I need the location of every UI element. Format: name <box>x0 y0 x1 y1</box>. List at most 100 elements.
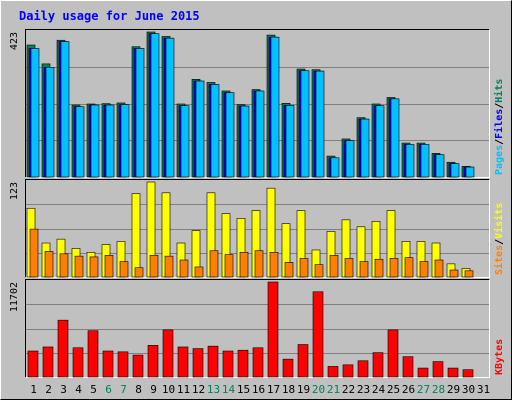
x-tick-label: 21 <box>327 383 340 396</box>
kbytes-bar <box>72 347 84 378</box>
pages-bar <box>150 33 160 178</box>
pages-bar <box>420 144 430 178</box>
kbytes-bar <box>327 366 339 378</box>
sites-bar <box>179 259 189 278</box>
kbytes-bar <box>342 364 354 378</box>
pages-bar <box>345 140 355 178</box>
kbytes-panel-border-light <box>25 279 490 378</box>
pages-bar <box>255 90 265 178</box>
x-tick-label: 25 <box>387 383 400 396</box>
pages-bar <box>315 70 325 178</box>
sites-bar <box>44 251 54 278</box>
sites-bar <box>359 261 369 278</box>
pages-bar <box>240 105 250 178</box>
sites-bar <box>419 261 429 278</box>
kbytes-bar <box>267 281 279 378</box>
sites-bar <box>104 255 114 278</box>
x-tick-label: 10 <box>162 383 175 396</box>
sites-bar <box>89 256 99 278</box>
pages-bar <box>465 166 475 178</box>
pages-bar <box>225 92 235 178</box>
x-tick-label: 6 <box>105 383 112 396</box>
visits-sites-legend: Sites/Visits <box>493 203 505 275</box>
pages-bar <box>390 98 400 178</box>
pages-bar <box>435 154 445 178</box>
legend-sep: / <box>494 239 505 245</box>
x-tick-label: 24 <box>372 383 386 396</box>
pages-bar <box>450 163 460 178</box>
x-tick-label: 11 <box>177 383 190 396</box>
kbytes-bar <box>222 350 234 378</box>
sites-bar <box>449 269 459 278</box>
legend-files: Files <box>493 109 505 139</box>
pages-bar <box>210 84 220 178</box>
sites-bar <box>209 250 219 278</box>
x-tick-label: 9 <box>150 383 157 396</box>
pages-bar <box>360 118 370 178</box>
kbytes-bar <box>372 352 384 378</box>
x-tick-label: 28 <box>432 383 445 396</box>
x-tick-label: 3 <box>60 383 67 396</box>
kbytes-bar <box>297 344 309 378</box>
kbytes-bar <box>357 360 369 378</box>
kbytes-bar <box>282 358 294 378</box>
kbytes-bar <box>237 349 249 378</box>
x-tick-label: 2 <box>45 383 52 396</box>
x-tick-label: 23 <box>357 383 370 396</box>
legend-sites: Sites <box>493 245 505 275</box>
x-tick-label: 1 <box>30 383 37 396</box>
x-tick-label: 15 <box>237 383 250 396</box>
sites-bar <box>344 258 354 278</box>
pages-bar <box>75 106 85 178</box>
pages-bar <box>165 37 175 178</box>
legend-visits: Visits <box>493 203 505 239</box>
sites-bar <box>299 258 309 278</box>
x-tick-label: 13 <box>207 383 220 396</box>
sites-bar <box>329 255 339 278</box>
sites-bar <box>59 253 69 278</box>
kbytes-bar <box>162 329 174 378</box>
kbytes-bar <box>42 346 54 378</box>
x-tick-label: 8 <box>135 383 142 396</box>
x-tick-label: 4 <box>75 383 82 396</box>
x-tick-label: 18 <box>282 383 295 396</box>
kbytes-bar <box>417 367 429 378</box>
kbytes-bar <box>132 354 144 378</box>
kbytes-bar <box>192 348 204 378</box>
sites-bar <box>389 258 399 278</box>
hits-files-pages-panel-border-light <box>25 29 490 178</box>
x-tick-label: 31 <box>477 383 490 396</box>
x-tick-label: 30 <box>462 383 475 396</box>
pages-bar <box>330 157 340 178</box>
x-tick-label: 27 <box>417 383 430 396</box>
kbytes-bar <box>387 329 399 378</box>
legend-hits: Hits <box>493 79 505 103</box>
kbytes-bar <box>27 350 39 378</box>
sites-bar <box>269 251 279 278</box>
kbytes-bar <box>102 350 114 378</box>
sites-bar <box>74 255 84 278</box>
kbytes-bar <box>432 361 444 378</box>
pages-bar <box>45 67 55 178</box>
x-tick-label: 19 <box>297 383 310 396</box>
visits-sites-panel-border-dark <box>25 179 490 278</box>
kbytes-bar <box>462 369 474 378</box>
x-tick-label: 5 <box>90 383 97 396</box>
hits-files-pages-panel-border-dark <box>25 29 490 178</box>
sites-bar <box>194 266 204 278</box>
sites-bar <box>164 255 174 278</box>
x-tick-label: 16 <box>252 383 265 396</box>
visits-sites-ymax-label: 123 <box>9 182 20 200</box>
visits-bar <box>131 193 141 278</box>
legend-sep: / <box>494 103 505 109</box>
x-tick-label: 7 <box>120 383 127 396</box>
pages-bar <box>105 104 115 178</box>
sites-bar <box>434 259 444 278</box>
hits-files-pages-legend: Pages/Files/Hits <box>493 79 505 175</box>
kbytes-bar <box>147 345 159 378</box>
x-tick-label: 22 <box>342 383 355 396</box>
pages-bar <box>90 104 100 178</box>
